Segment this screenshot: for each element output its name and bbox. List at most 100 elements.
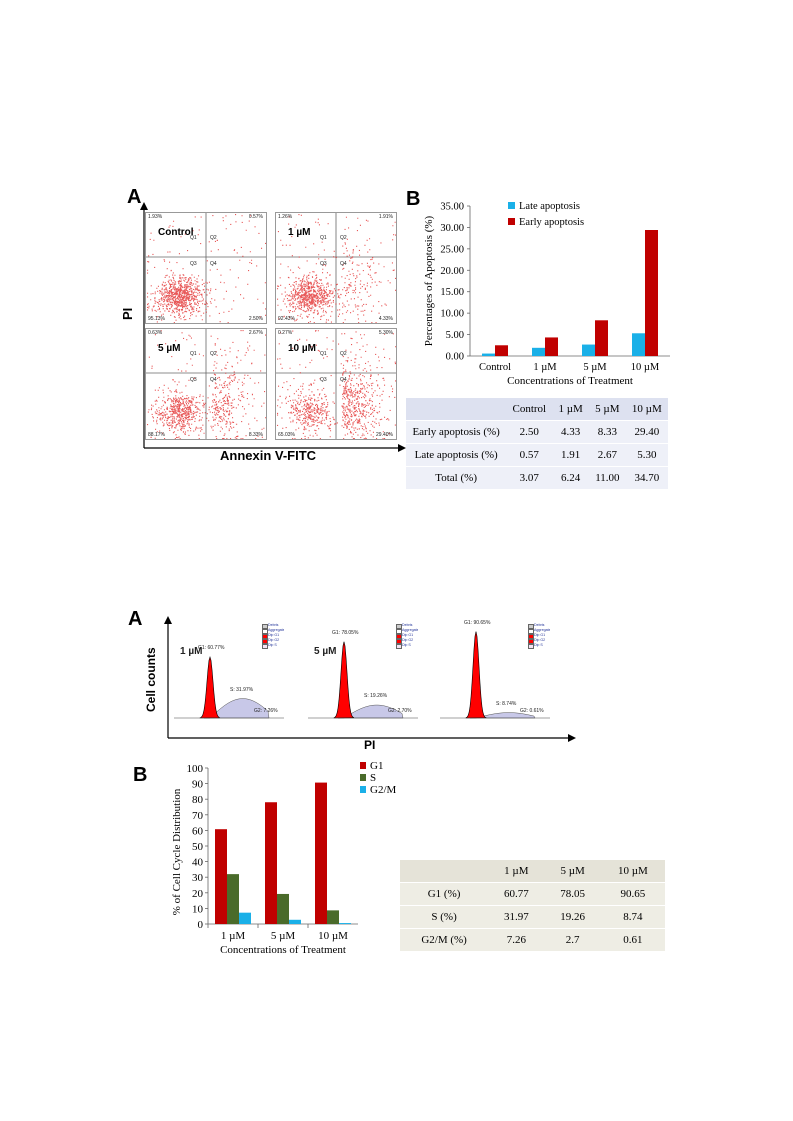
g2-percent: G2: 7.26% — [254, 708, 278, 714]
legend-swatch — [396, 624, 402, 629]
bar — [582, 344, 595, 356]
g1-peak — [333, 641, 355, 719]
x-tick-label: 1 µM — [533, 362, 557, 373]
legend-swatch — [262, 624, 268, 629]
cell-cycle-bar-chart: 0 10 20 30 40 50 60 70 80 90 100 1 µM 5 µM 10 µM % of … — [171, 760, 397, 956]
quadrant-q3-label: Q3 — [320, 261, 327, 267]
bar — [327, 910, 339, 924]
quadrant-q3-label: Q3 — [190, 377, 197, 383]
x-tick-label: 10 µM — [631, 362, 660, 373]
quadrant-ul-percent: 1.93% — [148, 214, 163, 220]
bar — [277, 893, 289, 924]
g1-peak — [465, 631, 488, 719]
y-tick-label: 15.00 — [440, 287, 464, 298]
fig1-panel-a-letter: A — [127, 186, 142, 208]
bar — [632, 333, 645, 356]
g1-percent: G1: 78.05% — [332, 629, 359, 636]
table-cell: 1 µM — [488, 860, 545, 883]
event-dots — [147, 330, 266, 439]
table-header-row: 1 µM 5 µM 10 µM — [400, 860, 665, 883]
x-axis-label: Concentrations of Treatment — [507, 375, 633, 387]
table-cell: 31.97 — [488, 905, 545, 929]
quadrant-ll-percent: 95.13% — [148, 316, 165, 322]
y-tick-label: 35.00 — [440, 202, 464, 213]
table-cell: 6.24 — [552, 466, 590, 490]
histogram-panel: G1: 60.77% S: 31.97% G2: 7.26% 1 µM Debris Ag… — [174, 620, 284, 728]
bar — [227, 874, 239, 924]
legend-label: Dip G2 — [268, 638, 280, 642]
legend-swatch — [396, 629, 402, 634]
s-percent: S: 8.74% — [496, 700, 517, 707]
x-tick-label: 5 µM — [271, 930, 296, 942]
bar — [315, 782, 327, 924]
quadrant-lr-percent: 4.33% — [378, 316, 393, 322]
y-axis-label: % of Cell Cycle Distribution — [171, 788, 183, 915]
legend-swatch — [528, 634, 534, 639]
table-cell: 8.74 — [600, 905, 665, 929]
x-tick-label: 10 µM — [318, 930, 348, 942]
g1-percent: G1: 90.65% — [464, 620, 491, 626]
table-row: Late apoptosis (%) 0.57 1.91 2.67 5.30 — [406, 443, 668, 467]
bar — [482, 353, 495, 356]
table-cell: 5.30 — [625, 443, 668, 467]
bar — [265, 802, 277, 924]
table-cell: 8.33 — [589, 420, 626, 444]
table-row: Total (%) 3.07 6.24 11.00 34.70 — [406, 466, 668, 490]
legend-label: Aggregates — [402, 628, 418, 632]
legend-label: Aggregates — [268, 628, 284, 632]
fig1-x-axis-title: Annexin V-FITC — [220, 448, 317, 463]
histogram — [440, 631, 550, 719]
quadrant-ur-percent: 0.57% — [248, 214, 263, 220]
y-tick-label: 25.00 — [440, 244, 464, 255]
g2-percent: G2: 0.61% — [520, 708, 544, 714]
quadrant-q2-label: Q2 — [210, 351, 217, 357]
event-dots — [277, 330, 396, 439]
bar — [215, 829, 227, 924]
table-cell: 90.65 — [600, 882, 665, 906]
bar — [339, 923, 351, 924]
legend-label: Dip S — [402, 643, 411, 647]
table-cell: S (%) — [400, 905, 489, 929]
y-tick-label: 60 — [192, 825, 204, 837]
legend-label: Debris — [534, 623, 545, 627]
quadrant-q4-label: Q4 — [340, 377, 347, 383]
histogram — [308, 641, 418, 719]
y-tick-label: 90 — [192, 779, 204, 791]
legend-label: G1 — [370, 760, 383, 772]
g1-percent: G1: 60.77% — [198, 645, 225, 651]
bar — [545, 337, 558, 356]
table-cell: Control — [506, 398, 553, 421]
legend-label: Debris — [402, 623, 413, 627]
quadrant-q2-label: Q2 — [340, 351, 347, 357]
bar — [495, 345, 508, 356]
scatter-plot: 0.27% 5.30% 65.03% 29.40% Q1 Q2 Q3 Q4 10 µM — [275, 328, 397, 440]
y-tick-label: 0 — [198, 919, 204, 931]
fig2-y-axis-title: Cell counts — [144, 647, 158, 712]
legend-swatch — [508, 218, 515, 225]
condition-label: Control — [158, 227, 194, 238]
table-cell: 5 µM — [544, 860, 601, 883]
legend-label: Dip S — [268, 643, 277, 647]
table-cell: Early apoptosis (%) — [406, 420, 507, 444]
g2-percent: G2: 2.70% — [388, 708, 412, 714]
g1-peak — [199, 655, 221, 719]
table-cell: Total (%) — [406, 466, 507, 490]
fig2-x-axis-title: PI — [364, 738, 376, 752]
legend-swatch — [360, 762, 366, 769]
cell-cycle-table: 1 µM 5 µM 10 µM G1 (%) 60.77 78.05 90.65… — [400, 860, 665, 952]
y-tick-label: 40 — [192, 857, 204, 869]
histogram-panel: G1: 90.65% S: 8.74% G2: 0.61% Debris Aggrega… — [440, 620, 550, 728]
quadrant-lr-percent: 8.33% — [248, 432, 263, 438]
table-cell: 1.91 — [552, 443, 590, 467]
quadrant-q2-label: Q2 — [210, 235, 217, 241]
table-cell: 1 µM — [552, 398, 590, 421]
table-row: G1 (%) 60.77 78.05 90.65 — [400, 882, 665, 906]
bar — [239, 912, 251, 924]
table-cell: 11.00 — [589, 466, 626, 490]
s-percent: S: 31.97% — [230, 686, 254, 693]
event-dots — [277, 214, 396, 323]
fig1-a-axes — [140, 202, 406, 452]
legend-swatch — [360, 774, 366, 781]
legend-swatch — [360, 786, 366, 793]
legend-label: G2/M — [370, 784, 397, 796]
